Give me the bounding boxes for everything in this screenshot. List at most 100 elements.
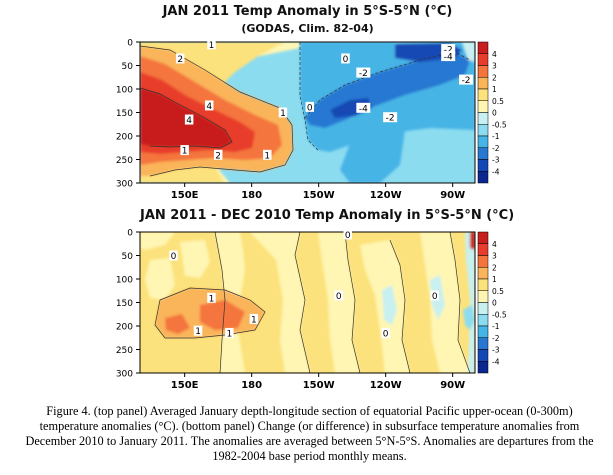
top-contour-label-bg <box>341 53 350 64</box>
top-contour-label-bg <box>204 100 214 111</box>
top-x-tick-label: 150W <box>303 190 335 201</box>
bottom-colorbar-swatch <box>477 361 489 374</box>
top-contour-label: 1 <box>182 147 188 157</box>
top-colorbar-label: 0.5 <box>492 97 504 106</box>
top-contour-label: -2 <box>359 69 368 79</box>
top-x-tick-label: 150E <box>171 190 199 201</box>
bottom-y-tick-label: 100 <box>116 276 133 286</box>
bottom-contour-label-bg <box>207 292 216 303</box>
top-y-tick-label: 250 <box>116 156 133 166</box>
top-colorbar-label: 0 <box>492 109 497 118</box>
bottom-colorbar-swatch <box>477 349 489 362</box>
top-contour-label-bg <box>356 67 371 78</box>
bottom-x-tick-label: 180 <box>241 380 262 391</box>
bottom-x-tick-label: 150W <box>303 380 335 391</box>
bottom-x-tick-label: 150E <box>171 380 199 391</box>
bottom-colorbar-label: 0.5 <box>492 287 504 296</box>
top-contour-label-bg <box>175 53 185 64</box>
bottom-colorbar-label: -3 <box>492 346 500 355</box>
bottom-y-axis: 0 50 100 150 200 250 300 <box>116 229 140 380</box>
top-contour-label-bg <box>459 74 474 85</box>
bottom-colorbar-label: 0 <box>492 299 497 308</box>
top-colorbar-label: 1 <box>492 85 497 94</box>
top-colorbar-swatch <box>477 124 489 137</box>
bottom-y-tick-label: 150 <box>116 299 133 309</box>
top-x-axis: 150E 180 150W 120W 90W <box>171 183 465 201</box>
bottom-contour-labels: 0 0 0 0 1 1 1 1 0 <box>169 229 440 340</box>
top-contour-label-bg <box>278 107 288 118</box>
top-contour-label: -4 <box>444 53 453 63</box>
top-chart-subtitle: (GODAS, Clim. 82-04) <box>241 22 374 35</box>
bottom-contour-label: 0 <box>383 330 389 340</box>
bottom-colorbar-swatch <box>477 243 489 256</box>
bottom-colorbar-swatch <box>477 231 489 244</box>
bottom-colorbar-swatch <box>477 325 489 338</box>
bottom-colorbar-swatch <box>477 337 489 350</box>
top-contour-label-bg <box>441 51 456 62</box>
bottom-colorbar-label: -4 <box>492 357 500 366</box>
top-colorbar-label: -2 <box>492 144 500 153</box>
top-y-tick-label: 100 <box>116 86 133 96</box>
top-contour-label: 0 <box>307 103 313 113</box>
bottom-colorbar-label: 2 <box>492 263 497 272</box>
bottom-contour-label: 1 <box>195 327 201 337</box>
bottom-x-tick-label: 120W <box>370 380 402 391</box>
top-contour-label-bg <box>305 101 314 112</box>
top-chart-title: JAN 2011 Temp Anomaly in 5°S-5°N (°C) <box>162 4 453 19</box>
top-x-tick-label: 180 <box>241 190 262 201</box>
bottom-colorbar-label: -2 <box>492 334 500 343</box>
bottom-contour-label-bg <box>225 328 234 339</box>
bottom-contour-label: 1 <box>226 330 232 340</box>
top-contour-label-bg <box>356 102 371 113</box>
bottom-colorbar-label: 3 <box>492 252 497 261</box>
bottom-contour-label: 0 <box>432 292 438 302</box>
bottom-colorbar-swatch <box>477 302 489 315</box>
top-colorbar-swatch <box>477 88 489 101</box>
bottom-colorbar-label: 4 <box>492 240 497 249</box>
bottom-colorbar-label: -1 <box>492 322 500 331</box>
top-contour-label: 1 <box>280 109 286 119</box>
top-y-tick-label: 300 <box>116 180 133 190</box>
top-colorbar-swatch <box>477 77 489 90</box>
bottom-chart-title: JAN 2011 - DEC 2010 Temp Anomaly in 5°S-… <box>140 208 515 223</box>
top-contour-label: 2 <box>177 55 183 65</box>
top-colorbar-label: 3 <box>492 62 497 71</box>
top-contour-label: 2 <box>215 151 221 161</box>
top-contour-label: -2 <box>386 114 395 124</box>
top-colorbar-swatch <box>477 159 489 172</box>
top-x-tick-label: 90W <box>440 190 465 201</box>
bottom-y-tick-label: 50 <box>122 252 134 262</box>
top-contour-label-bg <box>213 149 223 160</box>
top-colorbar-swatch <box>477 171 489 184</box>
top-colorbar-swatch <box>477 100 489 113</box>
bottom-colorbar-swatch <box>477 255 489 268</box>
top-contour-label: 4 <box>186 116 192 126</box>
top-colorbar: 4 3 2 1 0.5 0 -0.5 -1 -2 -3 -4 <box>477 41 507 184</box>
top-colorbar-swatch <box>477 53 489 66</box>
bottom-x-tick-label: 90W <box>440 380 465 391</box>
top-contour-label-bg <box>383 112 398 123</box>
bottom-colorbar-swatch <box>477 314 489 327</box>
top-contour-label-bg <box>184 114 194 125</box>
top-colorbar-swatch <box>477 65 489 78</box>
top-contour-label-bg <box>180 145 189 156</box>
bottom-y-tick-label: 300 <box>116 370 133 380</box>
bottom-contour-label-bg <box>193 325 203 336</box>
top-colorbar-label: -3 <box>492 156 500 165</box>
bottom-contour-label-bg <box>169 250 178 261</box>
bottom-y-tick-label: 200 <box>116 323 133 333</box>
top-contour-label-bg <box>441 44 456 55</box>
bottom-contour-label-bg <box>334 290 344 301</box>
bottom-colorbar-label: 1 <box>492 275 497 284</box>
top-contour-label: -2 <box>444 46 453 56</box>
top-y-tick-label: 0 <box>127 39 133 49</box>
top-colorbar-label: 2 <box>492 73 497 82</box>
bottom-y-tick-label: 0 <box>127 229 133 239</box>
bottom-contour-label-bg <box>430 290 440 301</box>
top-contour-label: 0 <box>343 55 349 65</box>
top-colorbar-label: -4 <box>492 167 500 176</box>
top-colorbar-swatch <box>477 41 489 54</box>
bottom-x-axis: 150E 180 150W 120W 90W <box>171 373 465 391</box>
